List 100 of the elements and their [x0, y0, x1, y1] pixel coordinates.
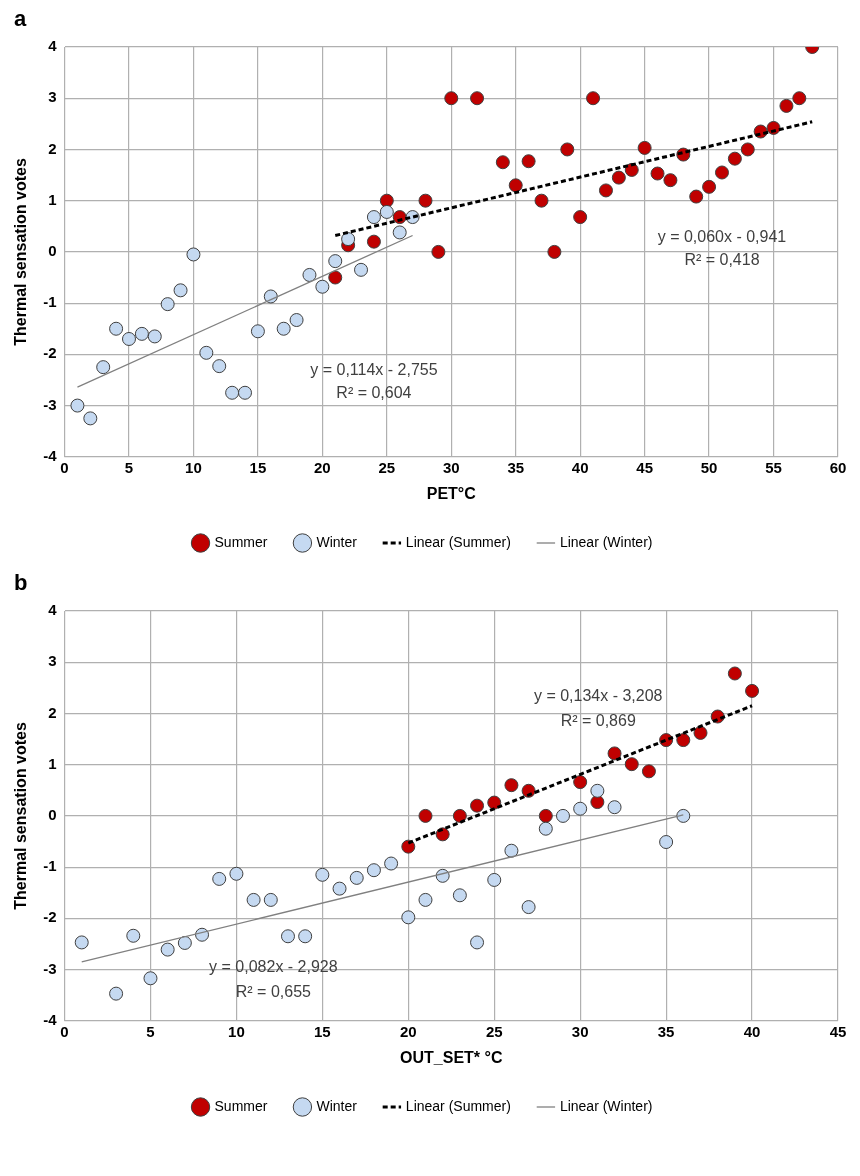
point: [315, 867, 330, 882]
point: [341, 232, 356, 247]
point: [607, 800, 622, 815]
point: [418, 808, 433, 823]
x-tick-label: 15: [249, 458, 267, 476]
point: [487, 795, 502, 810]
point: [779, 98, 794, 113]
point: [199, 345, 214, 360]
y-tick-label: -1: [43, 857, 57, 875]
point: [689, 189, 704, 204]
annotation: R² = 0,655: [235, 982, 312, 1000]
point: [693, 725, 708, 740]
x-tick-label: 5: [124, 458, 134, 476]
point: [379, 204, 394, 219]
annotation: y = 0,060x - 0,941: [657, 227, 787, 245]
x-tick-label: 25: [485, 1022, 503, 1040]
x-tick-label: 45: [636, 458, 653, 476]
point: [250, 324, 265, 339]
point: [641, 764, 656, 779]
point: [538, 808, 553, 823]
point: [504, 778, 519, 793]
y-tick-label: 0: [48, 806, 57, 824]
legend-label: Winter: [316, 1097, 358, 1114]
point: [315, 279, 330, 294]
point: [276, 321, 291, 336]
y-tick-label: -4: [43, 446, 58, 464]
point: [590, 795, 605, 810]
x-tick-label: 45: [829, 1022, 847, 1040]
point: [573, 210, 588, 225]
point: [714, 165, 729, 180]
point: [508, 178, 523, 193]
point: [349, 870, 364, 885]
point: [555, 808, 570, 823]
point: [147, 329, 162, 344]
point: [573, 801, 588, 816]
point: [470, 935, 485, 950]
point: [74, 935, 89, 950]
x-tick-label: 55: [765, 458, 782, 476]
x-tick-label: 0: [60, 458, 69, 476]
y-tick-label: 1: [48, 754, 57, 772]
point: [392, 225, 407, 240]
point: [328, 254, 343, 269]
point: [96, 360, 111, 375]
y-tick-label: -2: [43, 344, 57, 362]
point: [366, 210, 381, 225]
point: [586, 91, 601, 106]
x-tick-label: 0: [60, 1022, 69, 1040]
annotation: R² = 0,869: [560, 712, 636, 730]
point: [212, 359, 227, 374]
point: [598, 183, 613, 198]
point: [186, 247, 201, 262]
annotation: y = 0,114x - 2,755: [310, 361, 438, 379]
point: [401, 910, 416, 925]
point: [109, 986, 124, 1001]
point: [298, 929, 313, 944]
y-tick-label: 0: [48, 242, 57, 260]
point: [452, 888, 467, 903]
legend-label: Winter: [316, 533, 358, 550]
point: [470, 91, 485, 106]
point: [637, 140, 652, 155]
point: [521, 154, 536, 169]
x-tick-label: 50: [700, 458, 718, 476]
point: [431, 244, 446, 259]
y-tick-label: 1: [48, 190, 57, 208]
point: [160, 297, 175, 312]
point: [521, 900, 536, 915]
point: [418, 193, 433, 208]
point: [560, 142, 575, 157]
point: [676, 808, 691, 823]
x-tick-label: 20: [399, 1022, 417, 1040]
point: [727, 666, 742, 681]
y-tick-label: 2: [48, 703, 57, 721]
point: [177, 935, 192, 950]
x-tick-label: 10: [185, 458, 202, 476]
point: [160, 942, 175, 957]
x-axis-title: PET°C: [426, 484, 477, 502]
point: [263, 892, 278, 907]
point: [134, 326, 149, 341]
point: [538, 821, 553, 836]
x-tick-label: 30: [442, 458, 460, 476]
x-tick-label: 40: [743, 1022, 761, 1040]
point: [384, 856, 399, 871]
point: [444, 91, 459, 106]
x-tick-label: 10: [228, 1022, 245, 1040]
point: [452, 808, 467, 823]
point: [280, 929, 295, 944]
x-tick-label: 20: [314, 458, 331, 476]
point: [663, 173, 678, 188]
annotation: R² = 0,418: [684, 250, 760, 268]
point: [792, 91, 807, 106]
annotation: y = 0,082x - 2,928: [209, 957, 338, 975]
y-tick-label: -1: [43, 293, 57, 311]
point: [302, 267, 317, 282]
point: [547, 244, 562, 259]
point: [121, 331, 136, 346]
point: [659, 835, 674, 850]
point: [418, 892, 433, 907]
point: [676, 733, 691, 748]
legend-label: Linear (Winter): [559, 533, 653, 550]
y-tick-label: -3: [43, 959, 57, 977]
